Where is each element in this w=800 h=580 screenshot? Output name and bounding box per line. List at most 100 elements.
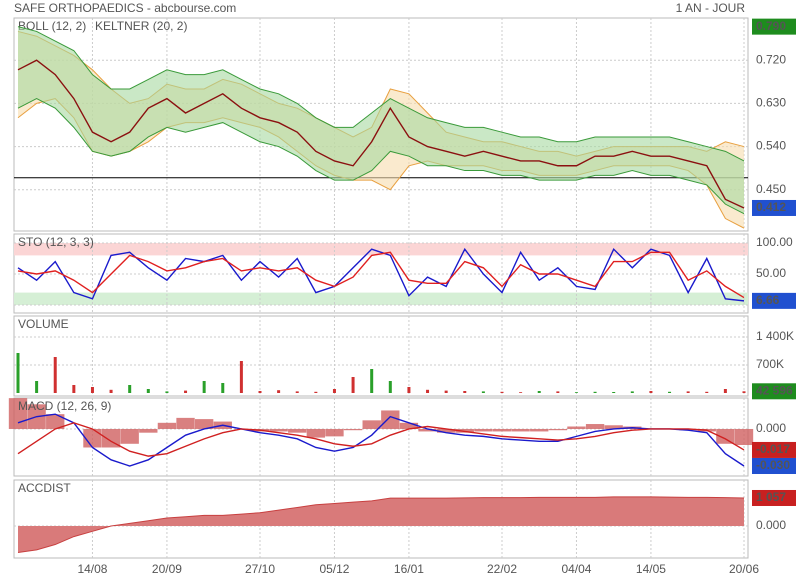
volume-bar xyxy=(388,381,392,393)
panel-title: VOLUME xyxy=(18,317,69,331)
value-box-label: 6.66 xyxy=(756,293,780,307)
volume-bar xyxy=(314,391,318,393)
volume-bar xyxy=(146,389,150,393)
histogram-bar xyxy=(604,425,623,429)
volume-bar xyxy=(444,390,448,393)
volume-bar xyxy=(593,391,597,393)
y-tick-label: 0.000 xyxy=(756,421,786,435)
histogram-bar xyxy=(567,426,586,429)
volume-bar xyxy=(351,377,355,393)
value-box-label: 0.790 xyxy=(756,19,786,33)
series-line xyxy=(17,59,745,209)
band-line xyxy=(17,98,745,215)
value-box xyxy=(752,199,796,216)
panel-frame xyxy=(13,315,749,397)
volume-bar xyxy=(239,361,243,393)
series-line xyxy=(17,251,745,299)
volume-bar xyxy=(184,390,188,393)
x-tick-label: 05/12 xyxy=(319,562,349,576)
panel-title: STO (12, 3, 3) xyxy=(18,235,94,249)
area-fill xyxy=(18,496,744,553)
volume-bar xyxy=(16,353,20,393)
value-box-label: 0.412 xyxy=(756,200,786,214)
period: 1 AN - JOUR xyxy=(676,1,746,15)
volume-bar xyxy=(574,392,578,393)
volume-bar xyxy=(705,391,709,393)
x-tick-label: 16/01 xyxy=(394,562,424,576)
histogram-bar xyxy=(511,428,530,432)
volume-bar xyxy=(668,391,672,393)
volume-bar xyxy=(35,381,39,393)
histogram-bar xyxy=(139,428,158,433)
series-line xyxy=(17,247,745,302)
value-box xyxy=(752,441,796,458)
volume-bar xyxy=(258,391,262,393)
histogram-bar xyxy=(362,420,381,429)
volume-bar xyxy=(221,383,225,393)
value-box xyxy=(752,292,796,309)
histogram-bar xyxy=(343,428,363,431)
volume-bar xyxy=(90,387,94,393)
value-box-label: -0.030 xyxy=(756,458,790,472)
zone xyxy=(14,292,748,306)
histogram-bar xyxy=(306,428,326,438)
series-line xyxy=(17,422,745,457)
y-tick-label: 50.00 xyxy=(756,266,786,280)
value-box xyxy=(752,458,796,475)
volume-bar xyxy=(463,391,467,393)
legend-entry: KELTNER (20, 2) xyxy=(95,19,187,33)
volume-bar xyxy=(72,385,76,393)
volume-bar xyxy=(612,392,616,393)
histogram-bar xyxy=(418,428,437,432)
volume-bar xyxy=(742,391,746,393)
volume-bar xyxy=(165,391,169,393)
histogram-bar xyxy=(176,417,195,429)
histogram-bar xyxy=(474,428,493,432)
band-line xyxy=(17,26,745,162)
x-tick-label: 04/04 xyxy=(561,562,591,576)
value-box xyxy=(752,489,796,506)
area-line xyxy=(17,496,745,553)
y-tick-label: 100.00 xyxy=(756,235,793,249)
y-tick-label: 0.540 xyxy=(756,139,786,153)
page-title: SAFE ORTHOPAEDICS - abcbourse.com xyxy=(14,1,236,15)
volume-bar xyxy=(202,381,206,393)
x-tick-label: 20/06 xyxy=(729,562,759,576)
y-tick-label: 1 400K xyxy=(756,329,794,343)
value-box-label: 42 596 xyxy=(756,383,793,397)
histogram-bar xyxy=(288,428,307,433)
y-tick-label: 0.450 xyxy=(756,182,786,196)
zone xyxy=(14,242,748,256)
y-tick-label: 0.720 xyxy=(756,52,786,66)
volume-bar xyxy=(519,392,523,393)
y-tick-label: 0.000 xyxy=(756,518,786,532)
value-box xyxy=(752,18,796,35)
volume-bar xyxy=(370,369,374,393)
panel-title: ACCDIST xyxy=(18,481,71,495)
histogram-bar xyxy=(101,428,121,448)
histogram-bar xyxy=(716,428,735,444)
volume-bar xyxy=(556,391,560,393)
histogram-bar xyxy=(548,428,568,431)
value-box-label: 1 057 xyxy=(756,490,786,504)
series-line xyxy=(17,413,745,467)
volume-bar xyxy=(649,391,653,393)
histogram-bar xyxy=(530,428,549,432)
value-box xyxy=(752,383,796,400)
panel-title: MACD (12, 26, 9) xyxy=(18,399,111,413)
volume-bar xyxy=(407,387,411,393)
x-tick-label: 14/08 xyxy=(77,562,107,576)
histogram-bar xyxy=(492,428,512,432)
volume-bar xyxy=(630,391,634,393)
x-tick-label: 22/02 xyxy=(487,562,517,576)
volume-bar xyxy=(109,389,113,393)
volume-bar xyxy=(686,391,690,393)
histogram-bar xyxy=(325,428,344,437)
volume-bar xyxy=(128,385,132,393)
volume-bar xyxy=(537,391,541,393)
histogram-bar xyxy=(269,428,288,432)
volume-bar xyxy=(500,391,504,393)
histogram-bar xyxy=(734,428,754,446)
volume-bar xyxy=(723,389,727,393)
